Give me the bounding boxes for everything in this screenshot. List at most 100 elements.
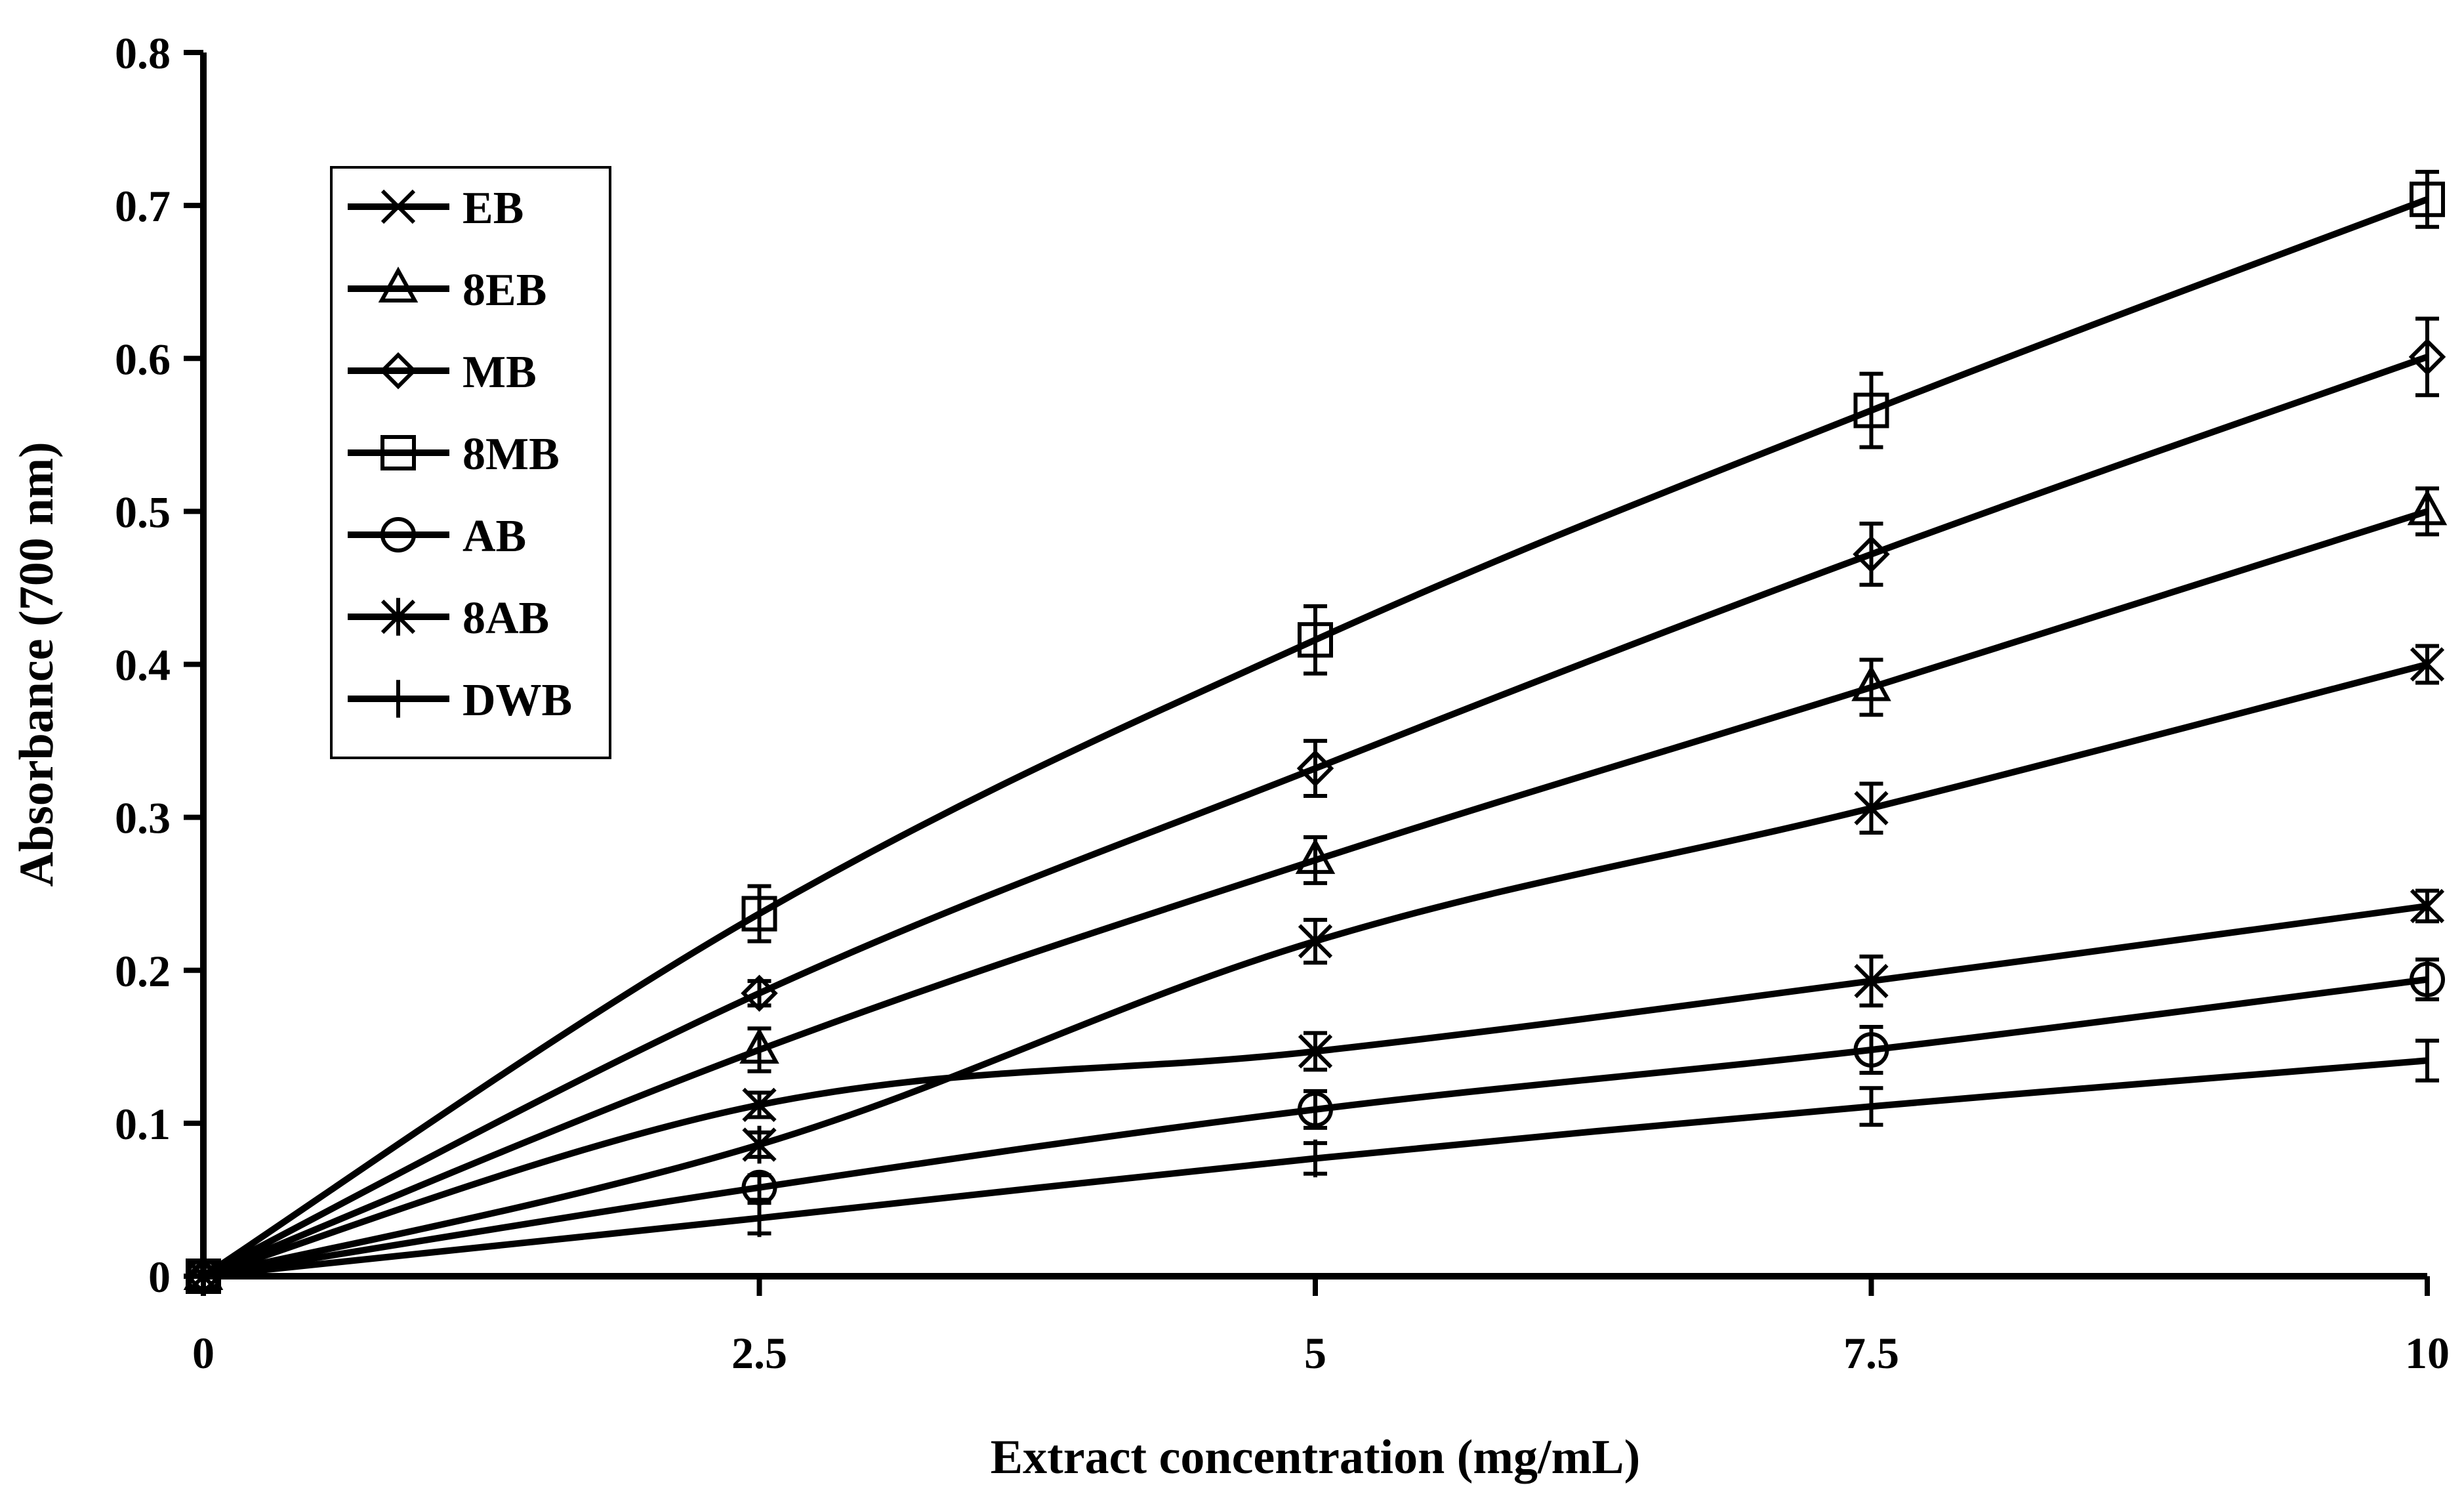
data-point-8mb <box>741 896 777 932</box>
x-tick-label: 5 <box>1304 1328 1326 1378</box>
marker-x <box>1298 1034 1333 1069</box>
marker-triangle <box>1851 665 1891 701</box>
error-bar-mb <box>2415 316 2439 398</box>
y-tick-label: 0.5 <box>115 487 171 537</box>
marker-square <box>1298 622 1333 658</box>
marker-asterisk <box>1854 789 1889 827</box>
error-bar-8mb <box>1859 371 1883 449</box>
y-axis-title: Absorbance (700 nm) <box>10 442 64 886</box>
marker-asterisk <box>1298 922 1333 961</box>
data-point-8mb <box>1298 622 1333 658</box>
legend-label-8mb: 8MB <box>462 429 560 480</box>
legend-item-8eb: 8EB <box>348 265 546 316</box>
error-bar-ab <box>2415 957 2439 1002</box>
x-tick-label: 2.5 <box>731 1328 787 1378</box>
marker-triangle <box>378 266 419 302</box>
y-tick-label: 0.7 <box>115 181 171 231</box>
y-tick-label: 0 <box>148 1252 171 1302</box>
marker-diamond <box>1296 749 1334 787</box>
data-point-8eb <box>2407 489 2448 526</box>
legend-label-dwb: DWB <box>462 675 572 726</box>
legend-item-mb: MB <box>348 347 537 398</box>
marker-square <box>1853 392 1889 428</box>
marker-x <box>742 1087 777 1123</box>
data-point-mb <box>1853 535 1890 573</box>
marker-circle <box>380 517 416 552</box>
data-point-8eb <box>1295 838 1336 874</box>
data-point-eb <box>2410 888 2445 923</box>
y-tick-label: 0.4 <box>115 640 171 690</box>
y-tick-label: 0.3 <box>115 793 171 843</box>
legend-marker-8ab <box>380 598 416 636</box>
data-point-8ab <box>1854 789 1889 827</box>
marker-square <box>741 896 777 932</box>
x-axis-title: Extract concentration (mg/mL) <box>991 1430 1641 1484</box>
legend-marker-ab <box>380 517 416 552</box>
error-bar-8mb <box>1304 604 1327 676</box>
data-point-8eb <box>739 1028 779 1064</box>
error-bar-ab <box>1304 1089 1327 1130</box>
legend-label-ab: AB <box>462 511 526 562</box>
data-point-ab <box>1298 1091 1333 1127</box>
y-tick-label: 0.6 <box>115 334 171 384</box>
legend-marker-mb <box>379 352 417 390</box>
marker-diamond <box>741 974 778 1012</box>
legend: EB 8EB MB 8MB AB 8AB DWB <box>330 166 611 759</box>
legend-item-8mb: 8MB <box>348 429 560 480</box>
y-tick-label: 0.2 <box>115 946 171 996</box>
marker-square <box>2410 181 2445 217</box>
marker-circle <box>2410 961 2445 997</box>
legend-box <box>330 166 611 759</box>
marker-diamond <box>1853 535 1890 573</box>
data-point-8ab <box>742 1125 777 1164</box>
series-dwb <box>201 1038 2439 1295</box>
x-tick-label: 10 <box>2405 1328 2450 1378</box>
series-8eb <box>183 486 2448 1290</box>
axes: 0 0.1 0.2 0.3 0.4 0.5 0.6 0.7 0.8 0 2.5 5 7.5 10 <box>115 28 2450 1378</box>
marker-x <box>1854 963 1889 999</box>
marker-triangle <box>739 1028 779 1064</box>
marker-x <box>380 189 416 224</box>
legend-marker-8mb <box>380 435 416 470</box>
legend-label-eb: EB <box>462 183 524 234</box>
data-point-8ab <box>2410 645 2445 684</box>
series-8ab <box>186 644 2445 1295</box>
data-point-8mb <box>1853 392 1889 428</box>
data-point-ab <box>1853 1031 1889 1068</box>
marker-triangle <box>2407 489 2448 526</box>
marker-diamond <box>2408 338 2446 376</box>
error-bar-8mb <box>747 884 771 944</box>
data-point-mb <box>1296 749 1334 787</box>
marker-square <box>380 435 416 470</box>
marker-circle <box>1853 1031 1889 1068</box>
series-layer <box>183 169 2448 1295</box>
y-tick-label: 0.1 <box>115 1099 171 1149</box>
error-bar-mb <box>1859 522 1883 587</box>
legend-label-mb: MB <box>462 347 537 398</box>
data-point-8eb <box>1851 665 1891 701</box>
error-bar-8mb <box>2415 169 2439 229</box>
x-tick-label: 7.5 <box>1843 1328 1899 1378</box>
data-point-eb <box>1298 1034 1333 1069</box>
data-point-8ab <box>1298 922 1333 961</box>
legend-marker-eb <box>380 189 416 224</box>
legend-item-eb: EB <box>348 183 524 234</box>
marker-asterisk <box>380 598 416 636</box>
marker-triangle <box>1295 838 1336 874</box>
marker-asterisk <box>742 1125 777 1164</box>
marker-diamond <box>379 352 417 390</box>
data-point-eb <box>1854 963 1889 999</box>
y-tick-label: 0.8 <box>115 28 171 78</box>
legend-label-8ab: 8AB <box>462 593 549 644</box>
legend-item-dwb: DWB <box>348 675 572 726</box>
data-point-mb <box>2408 338 2446 376</box>
legend-label-8eb: 8EB <box>462 265 546 316</box>
data-point-eb <box>742 1087 777 1123</box>
marker-circle <box>1298 1091 1333 1127</box>
data-point-ab <box>2410 961 2445 997</box>
legend-item-ab: AB <box>348 511 526 562</box>
marker-x <box>2410 888 2445 923</box>
data-point-8mb <box>2410 181 2445 217</box>
data-point-mb <box>741 974 778 1012</box>
